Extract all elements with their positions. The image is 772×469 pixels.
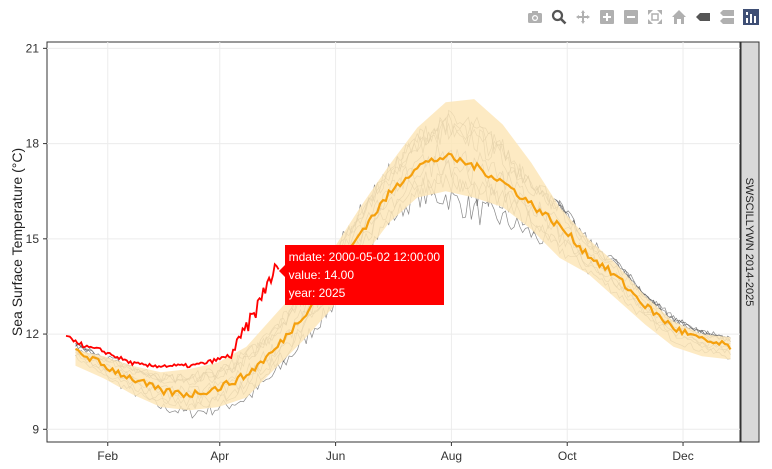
y-tick-label: 9 (32, 422, 39, 436)
y-tick-label: 15 (26, 232, 40, 246)
y-tick-label: 21 (26, 41, 40, 55)
tooltip-mdate: mdate: 2000-05-02 12:00:00 (288, 249, 441, 264)
x-axis-ticks: Feb Apr Jun Aug Oct Dec (97, 442, 694, 463)
x-tick-label: Dec (672, 449, 693, 463)
home-icon[interactable] (670, 8, 688, 26)
x-tick-label: Oct (558, 449, 577, 463)
zoom-in-icon[interactable] (598, 8, 616, 26)
zoom-out-icon[interactable] (622, 8, 640, 26)
x-tick-label: Aug (441, 449, 462, 463)
compare-hover-icon[interactable] (718, 8, 736, 26)
x-tick-label: Feb (97, 449, 118, 463)
camera-icon[interactable] (526, 8, 544, 26)
x-tick-label: Apr (210, 449, 229, 463)
spike-lines-icon[interactable] (694, 8, 712, 26)
hover-tooltip: mdate: 2000-05-02 12:00:00 value: 14.00 … (284, 244, 445, 305)
pan-icon[interactable] (574, 8, 592, 26)
tooltip-arrow (278, 264, 285, 277)
y-axis-title: Sea Surface Temperature (°C) (9, 148, 25, 336)
facet-strip (740, 41, 760, 443)
autoscale-icon[interactable] (646, 8, 664, 26)
tooltip-year: year: 2025 (288, 285, 346, 300)
y-tick-label: 18 (26, 137, 40, 151)
facet-strip-label: SWSCILLYWN 2014-2025 (743, 178, 755, 307)
zoom-icon[interactable] (550, 8, 568, 26)
highlight-year-line[interactable] (65, 262, 280, 369)
mean-line (75, 152, 732, 399)
y-axis-ticks: 9 12 15 18 21 (26, 41, 47, 436)
plotly-logo-icon[interactable] (742, 8, 760, 26)
x-tick-label: Jun (326, 449, 345, 463)
temperature-range-band (75, 99, 731, 411)
modebar (526, 8, 760, 26)
tooltip-value: value: 14.00 (288, 267, 355, 282)
y-tick-label: 12 (26, 327, 40, 341)
